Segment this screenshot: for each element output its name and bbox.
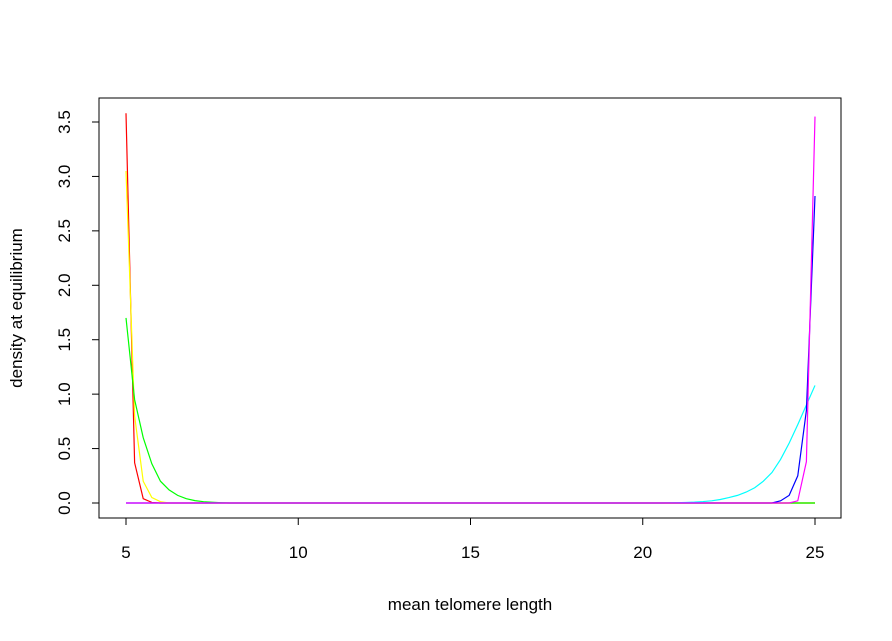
x-tick-label: 5 [121, 543, 130, 562]
y-tick-label: 3.5 [55, 110, 74, 134]
y-tick-label: 0.5 [55, 437, 74, 461]
x-tick-label: 25 [806, 543, 825, 562]
y-tick-label: 0.0 [55, 491, 74, 515]
series-line-3 [125, 317, 815, 504]
series-line-4 [126, 385, 816, 504]
x-axis: 5 10 15 20 25 [121, 517, 825, 562]
y-tick-label: 1.0 [55, 382, 74, 406]
y-tick-label: 2.0 [55, 273, 74, 297]
y-tick-label: 3.0 [55, 165, 74, 189]
y-axis-title: density at equilibrium [7, 228, 26, 388]
series-layer [125, 113, 816, 504]
plot-frame [98, 97, 842, 519]
x-tick-label: 10 [289, 543, 308, 562]
x-tick-label: 15 [461, 543, 480, 562]
series-line-5 [126, 195, 816, 504]
y-tick-label: 1.5 [55, 328, 74, 352]
x-tick-label: 20 [633, 543, 652, 562]
series-line-2 [125, 170, 815, 504]
series-line-1 [125, 113, 815, 504]
y-tick-label: 2.5 [55, 219, 74, 243]
x-axis-title: mean telomere length [388, 595, 552, 614]
y-axis: 0.0 0.5 1.0 1.5 2.0 2.5 3.0 3.5 [55, 110, 100, 515]
series-line-6 [126, 116, 816, 504]
